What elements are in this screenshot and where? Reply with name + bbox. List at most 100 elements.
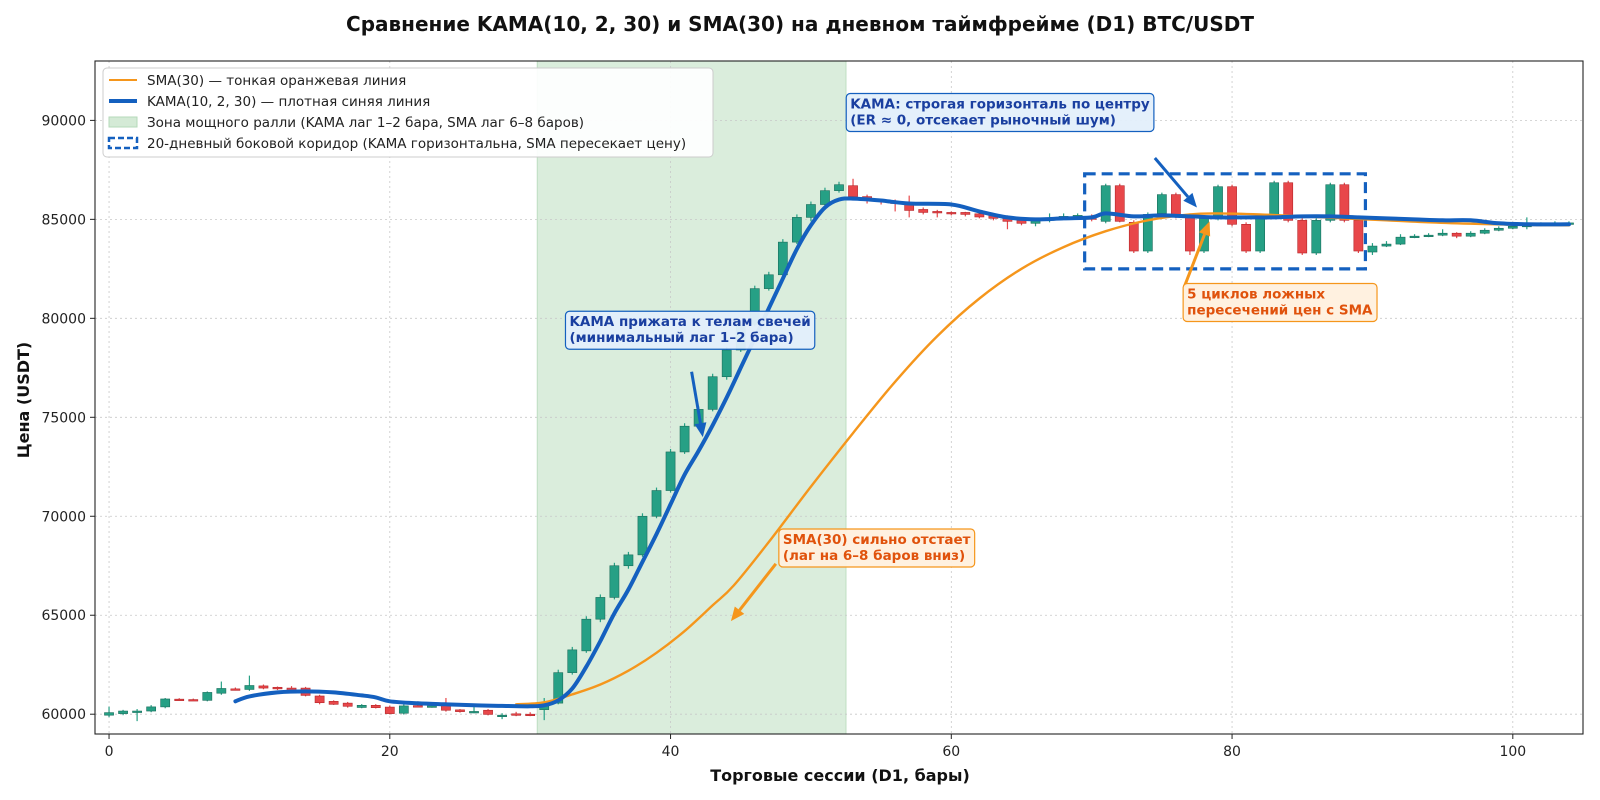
- annotation-text: SMA(30) сильно отстает (лаг на 6–8 баров …: [783, 532, 971, 564]
- candle-up: [118, 710, 128, 714]
- legend-label: Зона мощного ралли (KAMA лаг 1–2 бара, S…: [147, 115, 584, 131]
- legend-item-rally-zone: Зона мощного ралли (KAMA лаг 1–2 бара, S…: [108, 115, 584, 131]
- candle-down: [1185, 215, 1195, 252]
- candle-down: [384, 706, 395, 714]
- candle-up: [104, 712, 114, 716]
- annotation-sma-lag: SMA(30) сильно отстает (лаг на 6–8 баров …: [730, 528, 976, 622]
- candle-up: [707, 376, 718, 410]
- annotation-arrowhead: [694, 422, 707, 438]
- candle-up: [721, 349, 732, 378]
- sideways-corridor: [1083, 172, 1368, 271]
- legend-label: KAMA(10, 2, 30) — плотная синяя линия: [147, 94, 430, 110]
- y-tick-label: 75000: [41, 410, 86, 426]
- candle-up: [427, 705, 437, 708]
- candle-up: [1465, 232, 1476, 237]
- x-tick-label: 20: [381, 744, 399, 760]
- annotation-sma-crossings: 5 циклов ложных пересечений цен с SMA: [1182, 221, 1378, 323]
- candle-up: [1423, 234, 1434, 237]
- candle-up: [834, 184, 844, 191]
- legend-item-kama: KAMA(10, 2, 30) — плотная синяя линия: [109, 94, 430, 110]
- candle-up: [146, 706, 157, 712]
- candle-up: [637, 515, 648, 556]
- candle-down: [1451, 232, 1462, 237]
- candle-up: [1479, 229, 1490, 234]
- candle-down: [370, 704, 381, 708]
- candle-down: [1297, 220, 1308, 254]
- y-tick-label: 90000: [41, 113, 86, 129]
- annotation-kama-flat: KAMA: строгая горизонталь по центру (ER ≈…: [845, 92, 1197, 208]
- candle-down: [511, 713, 521, 716]
- candle-up: [1311, 220, 1322, 254]
- y-tick-label: 70000: [41, 509, 86, 525]
- candle-down: [272, 686, 283, 690]
- candle-up: [679, 425, 690, 453]
- candle-up: [1367, 245, 1378, 253]
- candle-down: [1241, 224, 1251, 252]
- annotation-line: KAMA: строгая горизонталь по центру: [850, 97, 1150, 113]
- candle-up: [497, 714, 507, 717]
- chart-title: Сравнение KAMA(10, 2, 30) и SMA(30) на д…: [346, 12, 1254, 36]
- annotation-line: KAMA прижата к телам свечей: [569, 314, 810, 330]
- candle-down: [974, 213, 985, 218]
- candle-up: [1100, 185, 1111, 222]
- candle-up: [398, 705, 409, 714]
- candle-down: [1171, 194, 1181, 217]
- candle-up: [356, 704, 367, 708]
- annotation-box: [778, 528, 976, 568]
- legend-box: [102, 67, 714, 158]
- annotation-arrowhead: [730, 606, 745, 622]
- candle-down: [918, 209, 929, 213]
- candle-up: [623, 554, 634, 567]
- annotation-line: (минимальный лаг 1–2 бара): [569, 330, 793, 346]
- legend-label: 20-дневный боковой коридор (KAMA горизон…: [147, 136, 686, 152]
- x-axis-label: Торговые сессии (D1, бары): [710, 766, 970, 785]
- candle-up: [469, 711, 479, 714]
- candle-up: [820, 190, 830, 205]
- annotation-kama-rally: KAMA прижата к телам свечей (минимальный …: [564, 310, 816, 438]
- x-tick-label: 60: [942, 744, 960, 760]
- annotation-arrow: [690, 371, 702, 424]
- candle-up: [132, 710, 142, 713]
- candle-up: [567, 649, 578, 673]
- legend: SMA(30) — тонкая оранжевая линия KAMA(10,…: [102, 67, 714, 158]
- candle-up: [581, 618, 592, 652]
- candle-down: [946, 212, 957, 215]
- legend-swatch: [108, 116, 138, 128]
- annotation-line: SMA(30) сильно отстает: [783, 532, 971, 548]
- x-tick-label: 40: [662, 744, 680, 760]
- annotation-arrowhead: [1198, 221, 1211, 237]
- candle-down: [455, 709, 465, 712]
- candle-up: [763, 274, 774, 289]
- candle-up: [1493, 227, 1504, 231]
- annotation-arrow: [1153, 157, 1190, 198]
- candle-down: [483, 709, 493, 715]
- candle-down: [188, 699, 199, 702]
- x-tick-label: 80: [1223, 744, 1241, 760]
- candle-down: [525, 713, 536, 717]
- candle-down: [1227, 186, 1237, 225]
- candle-up: [160, 698, 171, 708]
- annotation-line: (ER ≈ 0, отсекает рыночный шум): [850, 113, 1116, 129]
- annotation-line: пересечений цен с SMA: [1187, 303, 1373, 319]
- candle-up: [792, 217, 802, 243]
- candle-down: [328, 701, 339, 705]
- annotation-line: 5 циклов ложных: [1187, 287, 1325, 303]
- candle-down: [848, 185, 858, 197]
- legend-item-corridor: 20-дневный боковой коридор (KAMA горизон…: [107, 136, 686, 152]
- plot-frame: [94, 60, 1584, 735]
- candle-up: [665, 451, 676, 491]
- legend-swatch: [107, 136, 139, 150]
- kama-line: [233, 196, 1571, 709]
- candle-up: [1381, 243, 1392, 247]
- annotation-text: KAMA прижата к телам свечей (минимальный …: [569, 314, 810, 346]
- candle-up: [806, 204, 816, 218]
- legend-item-sma: SMA(30) — тонкая оранжевая линия: [109, 73, 406, 89]
- annotation-arrowhead: [1183, 192, 1197, 208]
- candle-down: [314, 695, 325, 704]
- y-tick-label: 65000: [41, 608, 86, 624]
- candle-down: [1114, 185, 1125, 222]
- candle-up: [553, 672, 564, 704]
- candle-up: [609, 565, 620, 598]
- x-tick-label: 0: [105, 744, 114, 760]
